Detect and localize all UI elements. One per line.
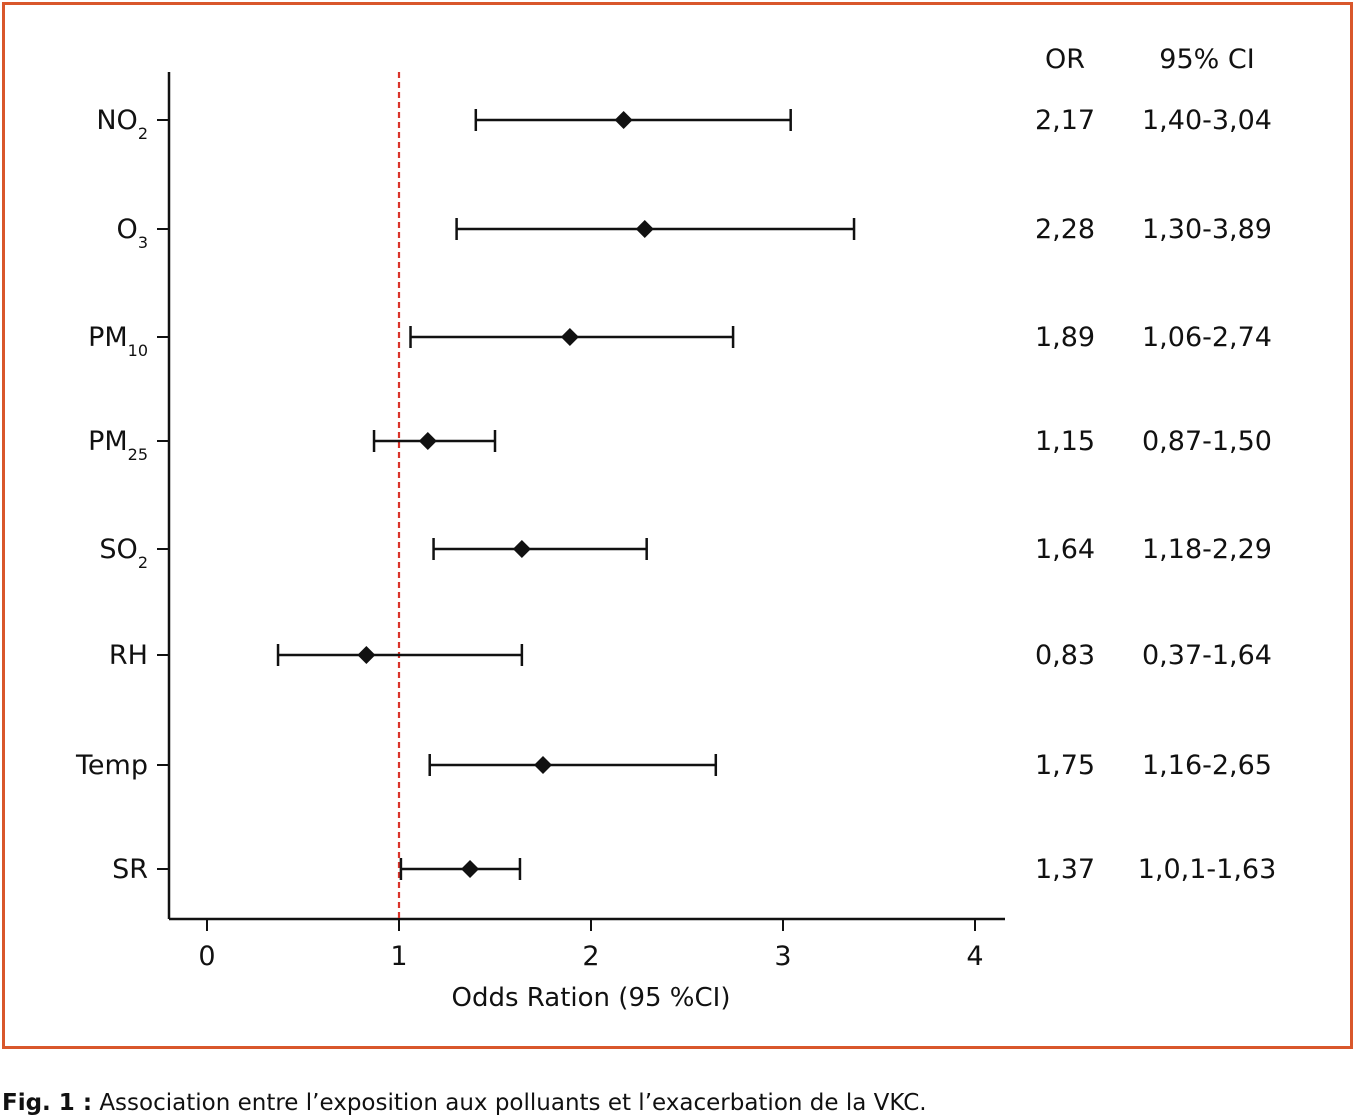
ci-value-pm25: 0,87-1,50 xyxy=(1142,426,1272,457)
x-tick-label-1: 1 xyxy=(390,941,407,972)
or-value-pm25: 1,15 xyxy=(1035,426,1095,457)
row-label-sr: SR xyxy=(112,854,148,885)
ci-value-temp: 1,16-2,65 xyxy=(1142,750,1272,781)
x-tick-label-3: 3 xyxy=(774,941,791,972)
point-estimate-pm10 xyxy=(560,328,579,346)
row-label-pm25: PM25 xyxy=(88,426,148,464)
or-value-o3: 2,28 xyxy=(1035,214,1095,245)
ci-value-rh: 0,37-1,64 xyxy=(1142,640,1272,671)
figure-frame xyxy=(2,2,1353,1049)
x-axis-label: Odds Ration (95 %CI) xyxy=(452,983,731,1013)
or-value-no2: 2,17 xyxy=(1035,105,1095,136)
figure-caption: Fig. 1 : Association entre l’exposition … xyxy=(2,1090,927,1116)
point-estimate-no2 xyxy=(614,111,633,129)
or-value-so2: 1,64 xyxy=(1035,534,1095,565)
point-estimate-rh xyxy=(357,646,376,664)
caption-text: Association entre l’exposition aux pollu… xyxy=(92,1090,927,1116)
forest-plot: 0 1 2 3 4 Odds Ration (95 %CI) OR 95% CI NO2 2,17… xyxy=(75,44,1277,1013)
ci-value-pm10: 1,06-2,74 xyxy=(1142,322,1272,353)
row-label-so2: SO2 xyxy=(99,534,148,572)
point-estimate-o3 xyxy=(635,220,654,238)
or-value-pm10: 1,89 xyxy=(1035,322,1095,353)
point-estimate-sr xyxy=(461,860,480,878)
column-header-ci: 95% CI xyxy=(1159,44,1254,75)
point-estimate-so2 xyxy=(512,540,531,558)
point-estimate-pm25 xyxy=(418,432,437,450)
row-label-o3: O3 xyxy=(117,214,148,252)
or-value-rh: 0,83 xyxy=(1035,640,1095,671)
ci-value-sr: 1,0,1-1,63 xyxy=(1138,854,1277,885)
row-label-pm10: PM10 xyxy=(88,322,148,360)
or-value-sr: 1,37 xyxy=(1035,854,1095,885)
row-label-rh: RH xyxy=(109,640,148,671)
row-label-no2: NO2 xyxy=(96,105,148,143)
x-tick-label-0: 0 xyxy=(198,941,215,972)
or-value-temp: 1,75 xyxy=(1035,750,1095,781)
ci-value-so2: 1,18-2,29 xyxy=(1142,534,1272,565)
x-tick-label-4: 4 xyxy=(966,941,983,972)
ci-value-no2: 1,40-3,04 xyxy=(1142,105,1272,136)
x-tick-label-2: 2 xyxy=(582,941,599,972)
ci-value-o3: 1,30-3,89 xyxy=(1142,214,1272,245)
point-estimate-temp xyxy=(534,756,552,774)
caption-prefix: Fig. 1 : xyxy=(2,1090,93,1116)
column-header-or: OR xyxy=(1045,44,1085,75)
row-label-temp: Temp xyxy=(75,750,148,781)
